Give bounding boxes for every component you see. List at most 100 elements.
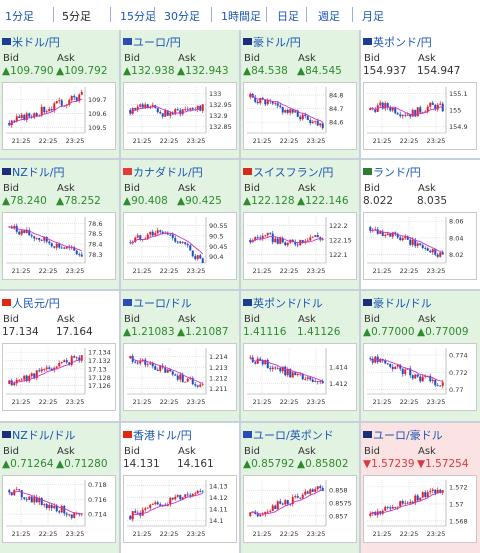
ask-value: ▲0.71280 xyxy=(56,458,108,470)
mini-chart[interactable]: 78.6 78.5 78.4 78.3 21:25 22:25 23:25 xyxy=(2,212,116,280)
candle-body xyxy=(169,498,172,505)
moving-average-line xyxy=(9,226,82,252)
y-tick-label: 0.77 xyxy=(449,386,463,394)
pair-title-link[interactable]: NZドル/円 xyxy=(2,164,64,180)
candle-body xyxy=(281,503,284,505)
candle-body xyxy=(58,100,61,102)
candle-body xyxy=(281,107,284,113)
y-tick-label: 155 xyxy=(449,107,461,115)
ask-value: ▼1.57254 xyxy=(417,458,469,470)
candle-body xyxy=(174,109,177,115)
candle-body xyxy=(151,231,154,236)
y-tick-label: 14.12 xyxy=(209,494,228,502)
bid-value: ▼1.57239 xyxy=(363,458,415,470)
pair-title-link[interactable]: ランド/円 xyxy=(363,164,421,180)
candle-body xyxy=(409,368,412,376)
y-tick-label: 14.11 xyxy=(209,505,228,513)
mini-chart[interactable]: 1.572 1.57 1.568 21:25 22:25 23:25 xyxy=(363,475,477,543)
tab-2[interactable]: 5分足 xyxy=(62,10,91,23)
candle-body xyxy=(279,105,282,108)
candle-body xyxy=(379,231,382,234)
x-tick-label: 21:25 xyxy=(373,267,392,275)
candle-body xyxy=(249,93,252,98)
mini-chart[interactable]: 90.55 90.5 90.45 90.4 21:25 22:25 23:25 xyxy=(123,212,237,280)
mini-chart[interactable]: 109.7 109.6 109.5 21:25 22:25 23:25 xyxy=(2,82,116,150)
candle-body xyxy=(309,119,312,124)
candle-body xyxy=(266,100,269,105)
tab-separator xyxy=(266,7,267,22)
tab-6[interactable]: 日足 xyxy=(277,10,299,23)
candle-body xyxy=(151,504,154,505)
pair-title-link[interactable]: 人民元/円 xyxy=(2,295,60,311)
candle-body xyxy=(23,114,26,120)
candle-body xyxy=(441,382,444,386)
y-tick-label: 78.3 xyxy=(88,251,102,259)
x-tick-label: 21:25 xyxy=(373,530,392,538)
candle-body xyxy=(429,490,432,493)
candle-body xyxy=(429,375,432,382)
pair-title-link[interactable]: 英ポンド/円 xyxy=(363,34,432,50)
pair-title-link[interactable]: 豪ドル/ドル xyxy=(363,295,432,311)
pair-title-link[interactable]: ユーロ/英ポンド xyxy=(243,427,334,443)
tab-1[interactable]: 1分足 xyxy=(5,10,34,23)
pair-title-link[interactable]: カナダドル/円 xyxy=(123,164,203,180)
pair-title-link[interactable]: ユーロ/ドル xyxy=(123,295,192,311)
candle-body xyxy=(414,239,417,246)
bid-label: Bid xyxy=(3,314,19,325)
candlestick-chart: 78.6 78.5 78.4 78.3 21:25 22:25 23:25 xyxy=(6,217,102,275)
x-tick-label: 23:25 xyxy=(66,398,85,406)
tab-4[interactable]: 30分足 xyxy=(164,10,200,23)
x-tick-label: 23:25 xyxy=(187,398,206,406)
candle-body xyxy=(269,510,272,512)
y-tick-label: 0.774 xyxy=(449,351,468,359)
candle-body xyxy=(201,104,204,111)
candle-body xyxy=(254,362,257,364)
pair-title-link[interactable]: スイスフラン/円 xyxy=(243,164,333,180)
x-tick-label: 22:25 xyxy=(39,530,58,538)
mini-chart[interactable]: 155.1 155 154.9 21:25 22:25 23:25 xyxy=(363,82,477,150)
mini-chart[interactable]: 17.134 17.132 17.13 17.128 17.126 21:25 22:25 2… xyxy=(2,343,116,411)
mini-chart[interactable]: 84.8 84.7 84.6 21:25 22:25 23:25 xyxy=(243,82,357,150)
candle-body xyxy=(291,109,294,113)
mini-chart[interactable]: 0.858 0.8575 0.857 21:25 22:25 23:25 xyxy=(243,475,357,543)
mini-chart[interactable]: 122.2 122.15 122.1 21:25 22:25 23:25 xyxy=(243,212,357,280)
y-tick-label: 0.858 xyxy=(329,487,348,495)
tab-5[interactable]: 1時間足 xyxy=(221,10,261,23)
candle-body xyxy=(394,507,397,508)
mini-chart[interactable]: 0.774 0.772 0.77 21:25 22:25 23:25 xyxy=(363,343,477,411)
flag-icon xyxy=(363,38,372,45)
mini-chart[interactable]: 0.718 0.716 0.714 21:25 22:25 23:25 xyxy=(2,475,116,543)
candle-body xyxy=(314,120,317,122)
mini-chart[interactable]: 1.214 1.213 1.212 1.211 21:25 22:25 23:25 xyxy=(123,343,237,411)
candlestick-chart: 1.414 1.412 21:25 22:25 23:25 xyxy=(247,348,348,406)
mini-chart[interactable]: 14.13 14.12 14.11 14.1 21:25 22:25 23:25 xyxy=(123,475,237,543)
moving-average-line xyxy=(370,229,443,253)
candle-body xyxy=(276,367,279,369)
tab-3[interactable]: 15分足 xyxy=(120,10,156,23)
tab-7[interactable]: 週足 xyxy=(318,10,340,23)
candle-body xyxy=(63,360,66,363)
pair-title-link[interactable]: 豪ドル/円 xyxy=(243,34,301,50)
pair-title-link[interactable]: ユーロ/円 xyxy=(123,34,181,50)
candle-body xyxy=(301,240,304,243)
candle-body xyxy=(276,238,279,244)
bid-value: 8.022 xyxy=(363,195,394,207)
pair-title-link[interactable]: 英ポンド/ドル xyxy=(243,295,323,311)
candle-body xyxy=(316,381,319,383)
pair-title-link[interactable]: 香港ドル/円 xyxy=(123,427,192,443)
x-tick-label: 22:25 xyxy=(160,530,179,538)
pair-title-link[interactable]: 米ドル/円 xyxy=(2,34,60,50)
candle-body xyxy=(396,365,399,367)
mini-chart[interactable]: 133 132.95 132.9 132.85 21:25 22:25 23:25 xyxy=(123,82,237,150)
moving-average-line xyxy=(370,491,443,515)
tab-8[interactable]: 月足 xyxy=(362,10,384,23)
candle-body xyxy=(159,230,162,232)
candle-body xyxy=(261,359,264,365)
candle-body xyxy=(189,495,192,497)
pair-title-link[interactable]: ユーロ/豪ドル xyxy=(363,427,443,443)
mini-chart[interactable]: 1.414 1.412 21:25 22:25 23:25 xyxy=(243,343,357,411)
pair-title-link[interactable]: NZドル/ドル xyxy=(2,427,75,443)
mini-chart[interactable]: 8.06 8.04 8.02 21:25 22:25 23:25 xyxy=(363,212,477,280)
bid-label: Bid xyxy=(244,53,260,64)
x-tick-label: 22:25 xyxy=(39,267,58,275)
